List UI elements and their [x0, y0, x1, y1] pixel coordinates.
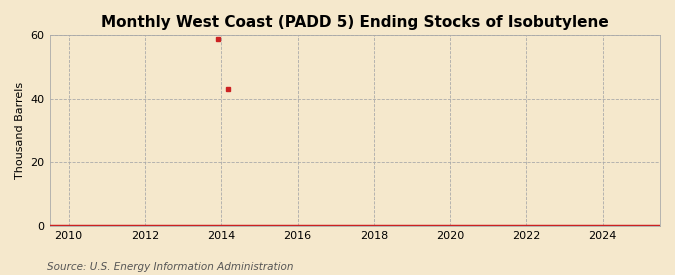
Y-axis label: Thousand Barrels: Thousand Barrels [15, 82, 25, 179]
Title: Monthly West Coast (PADD 5) Ending Stocks of Isobutylene: Monthly West Coast (PADD 5) Ending Stock… [101, 15, 609, 30]
Text: Source: U.S. Energy Information Administration: Source: U.S. Energy Information Administ… [47, 262, 294, 272]
